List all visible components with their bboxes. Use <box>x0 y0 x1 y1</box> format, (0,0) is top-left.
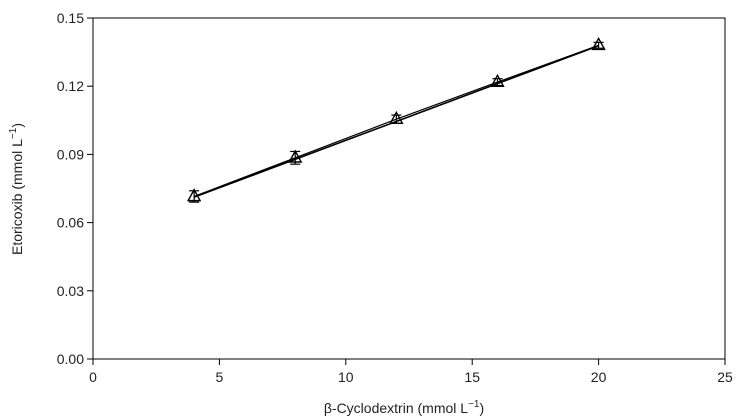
y-tick-label: 0.03 <box>57 283 84 299</box>
data-point <box>591 36 606 51</box>
y-tick-label: 0.00 <box>57 351 84 367</box>
x-axis-title: β-Cyclodextrin (mmol L−1) <box>324 399 484 416</box>
x-tick-label: 25 <box>717 369 733 385</box>
data-series <box>186 36 606 203</box>
plot-area <box>92 17 726 360</box>
y-axis: 0.00 0.03 0.06 0.09 0.12 0.15 <box>57 10 93 367</box>
data-point <box>389 110 404 125</box>
data-point <box>490 73 505 87</box>
x-tick-label: 20 <box>591 369 607 385</box>
y-tick-label: 0.09 <box>57 146 84 162</box>
y-tick-label: 0.15 <box>57 10 84 26</box>
plot-border <box>92 17 726 360</box>
y-axis-title: Etoricoxib (mmol L−1) <box>8 123 25 255</box>
x-tick-label: 15 <box>464 369 480 385</box>
y-tick-label: 0.06 <box>57 215 84 231</box>
x-axis: 0 5 10 15 20 25 <box>89 359 733 385</box>
data-point <box>288 149 303 163</box>
y-tick-label: 0.12 <box>57 78 84 94</box>
data-point <box>186 188 202 202</box>
x-tick-label: 5 <box>216 369 224 385</box>
x-tick-label: 10 <box>338 369 354 385</box>
x-tick-label: 0 <box>89 369 97 385</box>
